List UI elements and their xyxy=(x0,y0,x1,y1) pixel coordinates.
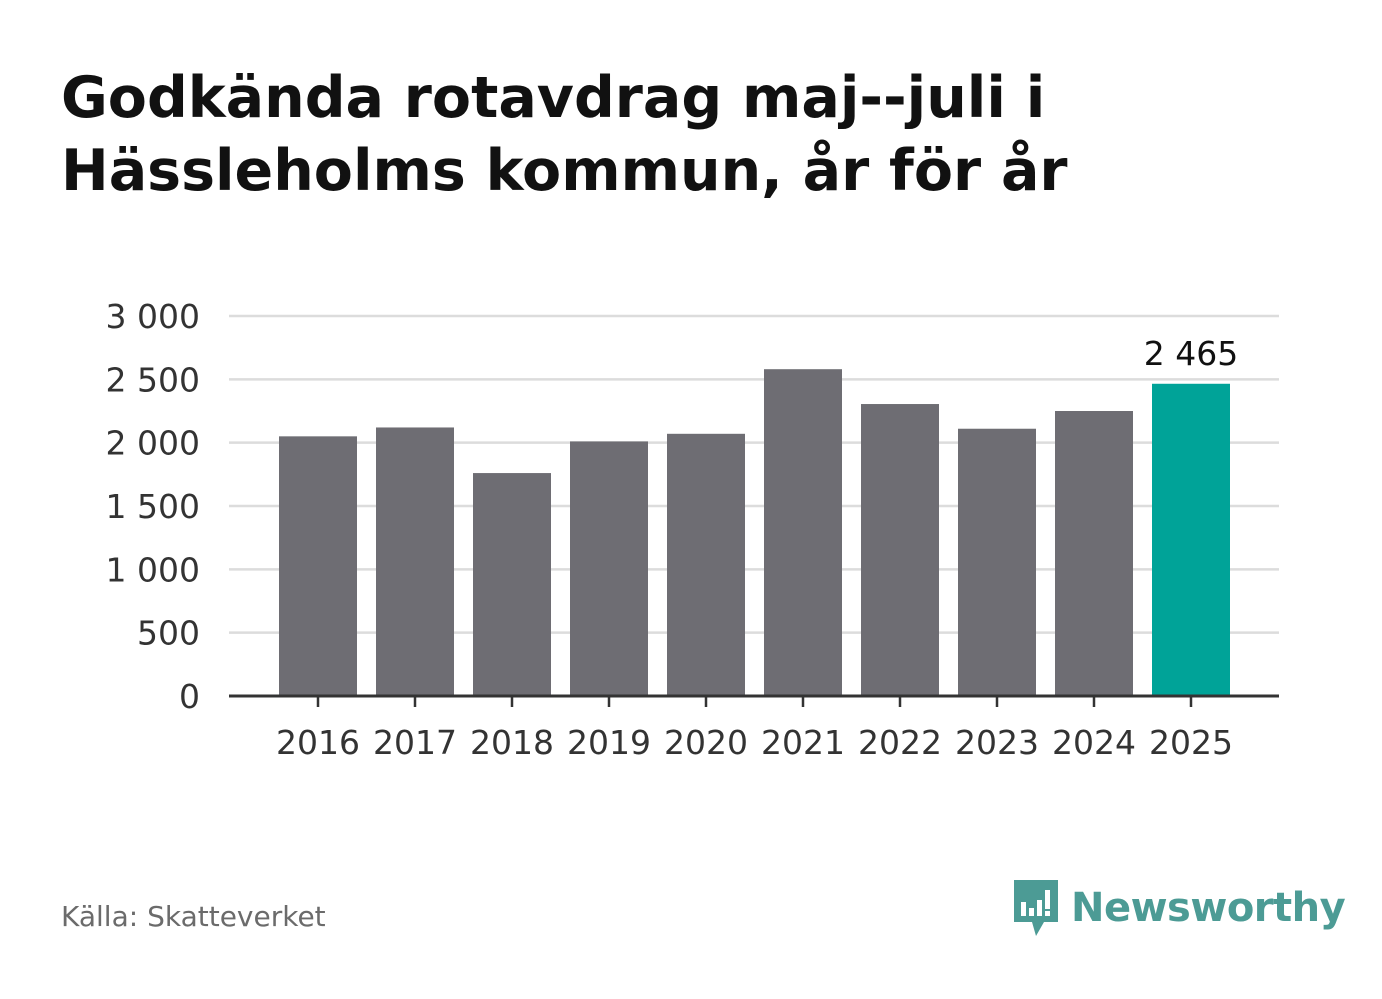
y-tick-label: 0 xyxy=(179,677,200,716)
chart-title: Godkända rotavdrag maj--juli i Hässlehol… xyxy=(61,62,1211,208)
newsworthy-logo-icon xyxy=(1014,880,1058,936)
bar-2021 xyxy=(764,369,842,696)
bar-chart: 0 500 1 000 1 500 2 000 2 500 3 000 2016 2017 201… xyxy=(106,297,1279,762)
bar-2025 xyxy=(1152,383,1230,696)
y-tick-label: 2 500 xyxy=(106,360,200,399)
bar-2020 xyxy=(667,433,745,696)
x-tick-label: 2023 xyxy=(955,723,1039,762)
x-tick-label: 2019 xyxy=(567,723,651,762)
y-tick-label: 3 000 xyxy=(106,297,200,336)
x-tick-label: 2017 xyxy=(373,723,457,762)
newsworthy-logo-text: Newsworthy xyxy=(1071,885,1346,931)
chart-title-line-2: Hässleholms kommun, år för år xyxy=(61,138,1068,204)
x-tick-label: 2018 xyxy=(470,723,554,762)
data-label: 2 465 xyxy=(1144,334,1238,373)
bar-2024 xyxy=(1055,411,1133,696)
source-note: Källa: Skatteverket xyxy=(61,900,326,933)
chart-title-line-1: Godkända rotavdrag maj--juli i xyxy=(61,65,1046,131)
y-tick-label: 1 500 xyxy=(106,487,200,526)
bar-2019 xyxy=(570,441,648,696)
x-tick-label: 2025 xyxy=(1149,723,1233,762)
y-tick-label: 500 xyxy=(137,614,200,653)
x-axis xyxy=(229,694,1279,707)
x-tick-label: 2024 xyxy=(1052,723,1136,762)
y-tick-label: 1 000 xyxy=(106,550,200,589)
x-tick-label: 2016 xyxy=(276,723,360,762)
bar-2016 xyxy=(279,436,357,696)
x-tick-label: 2021 xyxy=(761,723,845,762)
bars xyxy=(279,369,1230,696)
bar-2017 xyxy=(376,427,454,696)
bar-2023 xyxy=(958,428,1036,696)
bar-2022 xyxy=(861,404,939,696)
y-tick-label: 2 000 xyxy=(106,424,200,463)
x-tick-label: 2020 xyxy=(664,723,748,762)
x-tick-label: 2022 xyxy=(858,723,942,762)
bar-2018 xyxy=(473,473,551,696)
labels: 0 500 1 000 1 500 2 000 2 500 3 000 2016 2017 201… xyxy=(106,297,1239,762)
newsworthy-logo: Newsworthy xyxy=(1010,878,1346,938)
